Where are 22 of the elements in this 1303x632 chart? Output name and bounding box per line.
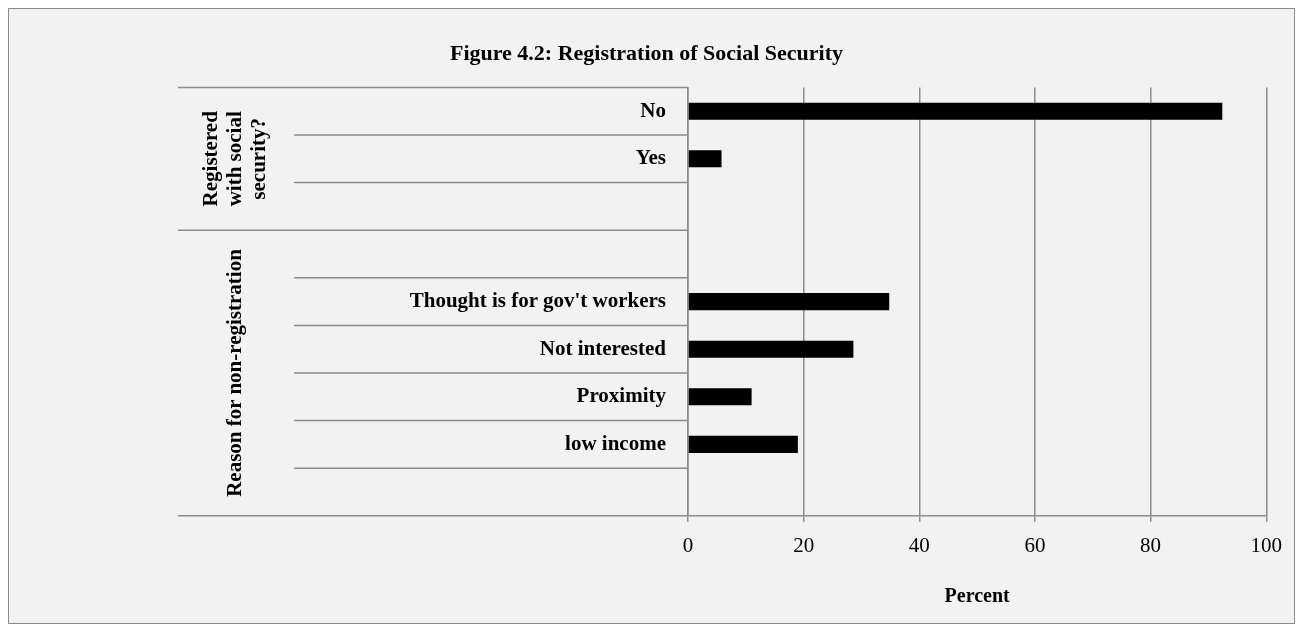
y-tick-label: low income — [565, 430, 666, 455]
bar — [688, 102, 1223, 120]
x-tick-label: 60 — [1024, 532, 1046, 557]
text: Registered with social security? — [198, 110, 271, 207]
text: Reason for non-registration — [222, 248, 247, 497]
bar — [688, 293, 890, 311]
bar — [688, 388, 752, 406]
x-tick-label: 80 — [1140, 532, 1162, 557]
bar — [688, 150, 722, 168]
y-tick-label: Not interested — [539, 335, 667, 360]
x-tick-label: 20 — [793, 532, 815, 557]
x-tick-label: 0 — [682, 532, 694, 557]
y-tick-label: No — [640, 97, 666, 122]
y-tick-label: Proximity — [576, 383, 667, 408]
x-tick-label: 40 — [908, 532, 930, 557]
y-tick-label: Thought is for gov't workers — [409, 288, 666, 313]
y-tick-label: Yes — [635, 145, 666, 170]
bar — [688, 435, 798, 453]
x-axis-title: Percent — [944, 584, 1011, 607]
chart-title: Figure 4.2: Registration of Social Security — [449, 39, 844, 65]
x-tick-label: 100 — [1250, 532, 1282, 557]
bar — [688, 340, 854, 358]
